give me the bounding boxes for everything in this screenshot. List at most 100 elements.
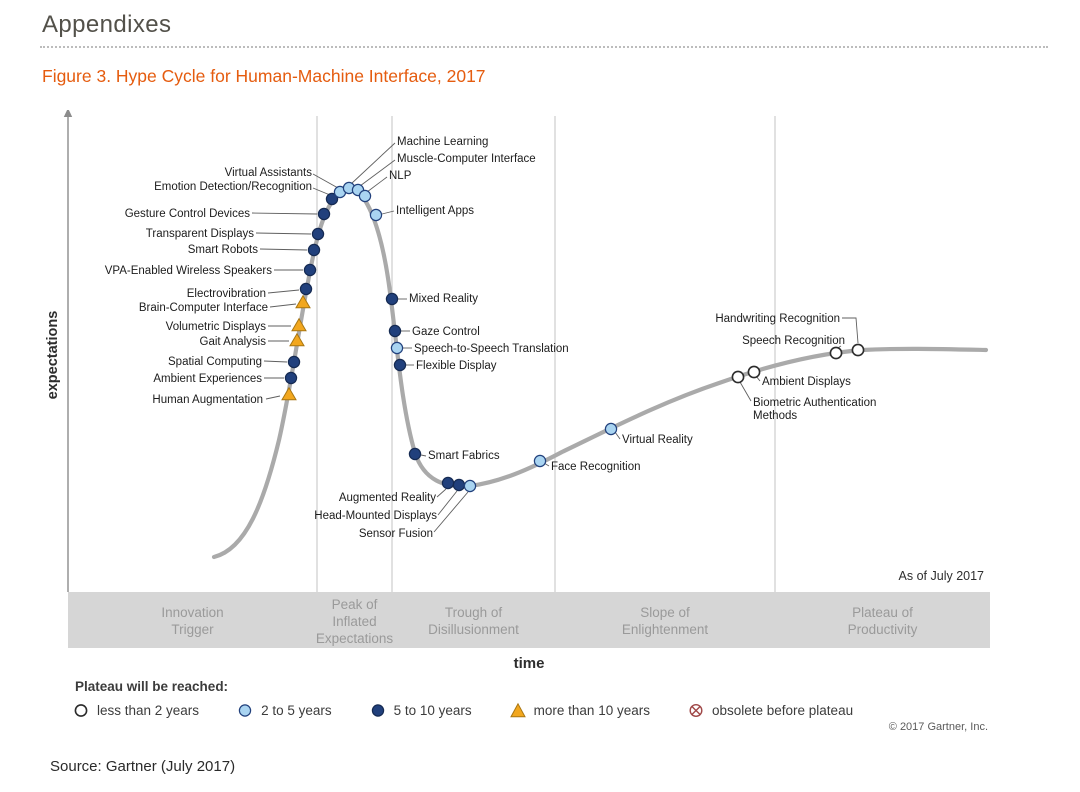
- label-face-recognition: Face Recognition: [551, 461, 641, 473]
- label-augmented-reality: Augmented Reality: [339, 492, 436, 504]
- leader-intelligent-apps: [381, 210, 395, 215]
- leader-electrovibration: [267, 289, 300, 294]
- leader-virtual-reality: [614, 431, 621, 440]
- label-speech-recognition: Speech Recognition: [742, 335, 845, 347]
- legend-item-less-than-2-years: less than 2 years: [72, 702, 199, 719]
- point-virtual-reality: [604, 422, 618, 436]
- leader-handwriting-recognition: [842, 317, 859, 344]
- phase-label-slope-of-enlightenment: Slope of Enlightenment: [622, 605, 709, 637]
- point-vpa-enabled-wireless-speakers: [303, 263, 317, 277]
- hype-curve: [211, 185, 989, 560]
- label-smart-robots: Smart Robots: [188, 244, 259, 256]
- label-intelligent-apps: Intelligent Apps: [396, 205, 474, 217]
- leader-augmented-reality: [436, 488, 447, 498]
- leader-smart-robots: [259, 248, 308, 251]
- label-gesture-control-devices: Gesture Control Devices: [125, 208, 251, 220]
- point-human-augmentation: [281, 386, 297, 401]
- legend-item-obsolete-before-plateau: obsolete before plateau: [687, 702, 853, 719]
- point-speech-recognition: [829, 346, 843, 360]
- label-human-augmentation: Human Augmentation: [152, 394, 263, 406]
- point-volumetric-displays: [291, 317, 307, 332]
- point-electrovibration: [299, 282, 313, 296]
- hype-cycle-chart: Innovation Trigger Peak of Inflated Expectat…: [45, 110, 990, 672]
- point-nlp: [358, 189, 372, 203]
- legend-label: 2 to 5 years: [261, 703, 332, 718]
- point-gait-analysis: [289, 332, 305, 347]
- legend-label: obsolete before plateau: [711, 703, 854, 718]
- legend-item-2-to-5-years: 2 to 5 years: [236, 702, 332, 719]
- point-sensor-fusion: [463, 479, 477, 493]
- leader-emotion-detection-recognition: [312, 187, 331, 196]
- legend-obsolete-marker-icon: [689, 703, 703, 718]
- leader-human-augmentation: [265, 395, 281, 400]
- y-axis-arrow-icon: [63, 110, 73, 117]
- legend-triangle: [509, 702, 526, 718]
- label-nlp: NLP: [389, 170, 412, 182]
- point-smart-robots: [307, 243, 321, 257]
- dotted-divider: [40, 46, 1048, 48]
- legend-item-more-than-10-years: more than 10 years: [509, 702, 650, 719]
- point-mixed-reality: [385, 292, 399, 306]
- leader-brain-computer-interface: [269, 303, 297, 308]
- label-volumetric-displays: Volumetric Displays: [166, 321, 267, 333]
- as-of-note: As of July 2017: [899, 569, 985, 583]
- leader-gesture-control-devices: [251, 212, 318, 215]
- label-head-mounted-displays: Head-Mounted Displays: [314, 510, 437, 522]
- point-augmented-reality: [441, 476, 455, 490]
- label-machine-learning: Machine Learning: [397, 136, 488, 148]
- phase-label-innovation-trigger: Innovation Trigger: [161, 605, 223, 637]
- legend-triangle-marker-icon: [509, 702, 526, 718]
- point-ambient-displays: [747, 365, 761, 379]
- point-smart-fabrics: [408, 447, 422, 461]
- legend-label: less than 2 years: [97, 703, 200, 718]
- label-gait-analysis: Gait Analysis: [200, 336, 267, 348]
- point-gesture-control-devices: [317, 207, 331, 221]
- label-vpa-enabled-wireless-speakers: VPA-Enabled Wireless Speakers: [105, 265, 272, 277]
- leader-head-mounted-displays: [437, 490, 458, 516]
- leader-smart-fabrics: [420, 454, 427, 457]
- phase-band: [68, 592, 990, 648]
- point-ambient-experiences: [284, 371, 298, 385]
- label-emotion-detection-recognition: Emotion Detection/Recognition: [154, 181, 312, 193]
- label-spatial-computing: Spatial Computing: [168, 356, 262, 368]
- point-transparent-displays: [311, 227, 325, 241]
- point-flexible-display: [393, 358, 407, 372]
- leader-transparent-displays: [255, 232, 312, 235]
- label-speech-to-speech-translation: Speech-to-Speech Translation: [414, 343, 569, 355]
- point-handwriting-recognition: [851, 343, 865, 357]
- label-handwriting-recognition: Handwriting Recognition: [715, 313, 840, 325]
- label-gaze-control: Gaze Control: [412, 326, 480, 338]
- point-emotion-detection-recognition: [325, 192, 339, 206]
- label-electrovibration: Electrovibration: [187, 288, 266, 300]
- leader-machine-learning: [350, 142, 396, 185]
- label-muscle-computer-interface: Muscle-Computer Interface: [397, 153, 536, 165]
- figure-title: Figure 3. Hype Cycle for Human-Machine I…: [42, 66, 486, 86]
- y-axis-label: expectations: [45, 311, 61, 400]
- appendix-heading: Appendixes: [42, 11, 172, 38]
- leader-biometric-authentication-methods: [739, 381, 752, 402]
- source-note: Source: Gartner (July 2017): [50, 758, 236, 775]
- label-ambient-displays: Ambient Displays: [762, 376, 851, 388]
- legend-circle: [371, 704, 384, 717]
- x-axis-label: time: [514, 655, 545, 672]
- label-virtual-reality: Virtual Reality: [622, 434, 693, 446]
- label-ambient-experiences: Ambient Experiences: [153, 373, 262, 385]
- label-brain-computer-interface: Brain-Computer Interface: [139, 302, 268, 314]
- phase-label-plateau-of-productivity: Plateau of Productivity: [848, 605, 918, 637]
- legend-circle: [238, 704, 252, 717]
- label-transparent-displays: Transparent Displays: [146, 228, 254, 240]
- phase-label-peak-of-inflated-expectations: Peak of Inflated Expectations: [316, 597, 394, 646]
- point-face-recognition: [533, 454, 547, 468]
- legend: less than 2 years 2 to 5 years 5 to 10 yea…: [72, 702, 853, 719]
- leader-virtual-assistants: [312, 173, 339, 189]
- label-biometric-authentication-methods: Biometric Authentication Methods: [753, 397, 876, 422]
- point-gaze-control: [388, 324, 402, 338]
- leader-sensor-fusion: [433, 491, 469, 533]
- label-flexible-display: Flexible Display: [416, 360, 497, 372]
- legend-title: Plateau will be reached:: [75, 679, 229, 694]
- leader-nlp: [366, 176, 388, 193]
- point-speech-to-speech-translation: [390, 341, 404, 355]
- label-virtual-assistants: Virtual Assistants: [225, 167, 313, 179]
- label-mixed-reality: Mixed Reality: [409, 293, 478, 305]
